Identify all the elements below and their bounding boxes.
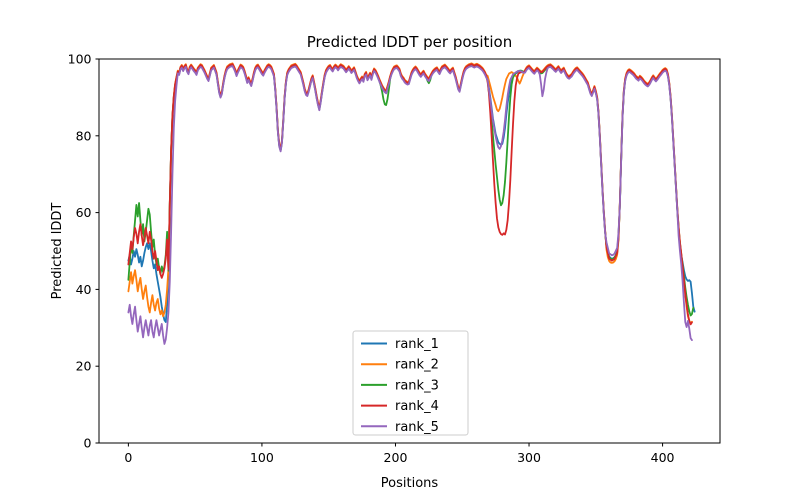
series-group — [127, 62, 696, 345]
legend-item-rank_3: rank_3 — [361, 378, 439, 393]
legend-item-rank_1: rank_1 — [361, 337, 439, 352]
legend-label-rank_5: rank_5 — [395, 420, 439, 435]
chart-title: Predicted lDDT per position — [307, 33, 512, 51]
y-axis: 0 20 40 60 80 100 — [68, 52, 99, 451]
legend-label-rank_3: rank_3 — [395, 378, 439, 393]
y-tick-label: 20 — [76, 359, 92, 374]
legend-label-rank_2: rank_2 — [395, 358, 439, 373]
x-axis: 0 100 200 300 400 — [124, 443, 675, 465]
legend-item-rank_5: rank_5 — [361, 420, 439, 435]
axes-frame — [98, 58, 721, 444]
legend: rank_1 rank_2 rank_3 rank_4 rank_5 — [352, 330, 469, 436]
legend-box — [352, 330, 469, 436]
series-line-rank_5 — [127, 65, 693, 345]
y-tick-label: 0 — [84, 436, 92, 451]
y-tick-label: 80 — [76, 128, 92, 143]
x-tick-label: 300 — [517, 450, 541, 465]
x-tick-label: 100 — [250, 450, 274, 465]
x-tick-label: 400 — [651, 450, 675, 465]
x-tick-label: 0 — [124, 450, 132, 465]
y-tick-label: 40 — [76, 282, 92, 297]
legend-label-rank_4: rank_4 — [395, 399, 439, 414]
y-tick-label: 60 — [76, 205, 92, 220]
y-tick-label: 100 — [68, 52, 92, 67]
x-tick-label: 200 — [384, 450, 408, 465]
legend-item-rank_4: rank_4 — [361, 399, 439, 414]
x-axis-label: Positions — [381, 476, 439, 491]
legend-item-rank_2: rank_2 — [361, 358, 439, 373]
y-axis-label: Predicted lDDT — [50, 203, 65, 300]
legend-label-rank_1: rank_1 — [395, 337, 439, 352]
